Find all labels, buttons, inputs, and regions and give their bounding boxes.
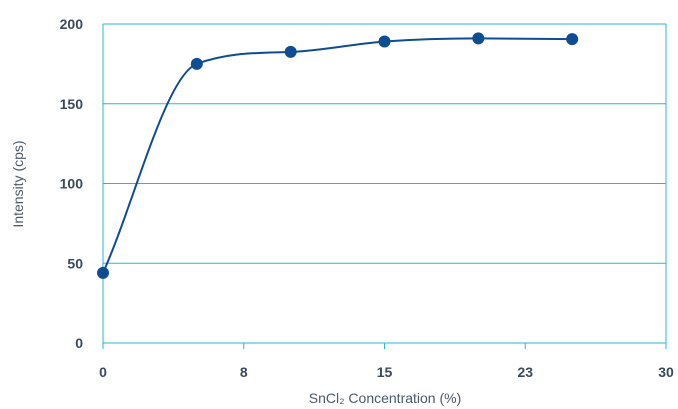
series-curve xyxy=(102,37,573,274)
x-tick-label: 8 xyxy=(240,364,248,380)
y-axis-ticks: 0 50 100 150 200 xyxy=(60,16,84,351)
data-point xyxy=(472,32,485,45)
x-tick-label: 0 xyxy=(99,364,107,380)
series-line xyxy=(102,37,573,274)
y-axis-title: Intensity (cps) xyxy=(10,140,26,227)
data-point xyxy=(190,57,203,70)
y-tick-label: 0 xyxy=(75,335,83,351)
y-tick-label: 100 xyxy=(60,176,84,192)
y-tick-label: 200 xyxy=(60,16,84,32)
x-tick-label: 15 xyxy=(377,364,393,380)
data-point xyxy=(284,45,297,58)
x-tick-label: 30 xyxy=(658,364,674,380)
data-point xyxy=(97,266,109,279)
y-tick-label: 50 xyxy=(67,255,83,271)
data-points xyxy=(97,32,579,279)
data-point xyxy=(566,33,579,46)
y-tick-label: 150 xyxy=(60,96,84,112)
x-axis-ticks: 0 8 15 23 30 xyxy=(99,343,674,380)
data-point xyxy=(378,35,391,48)
x-tick-label: 23 xyxy=(517,364,533,380)
grid xyxy=(102,23,667,344)
x-axis-title: SnCl₂ Concentration (%) xyxy=(309,390,462,406)
